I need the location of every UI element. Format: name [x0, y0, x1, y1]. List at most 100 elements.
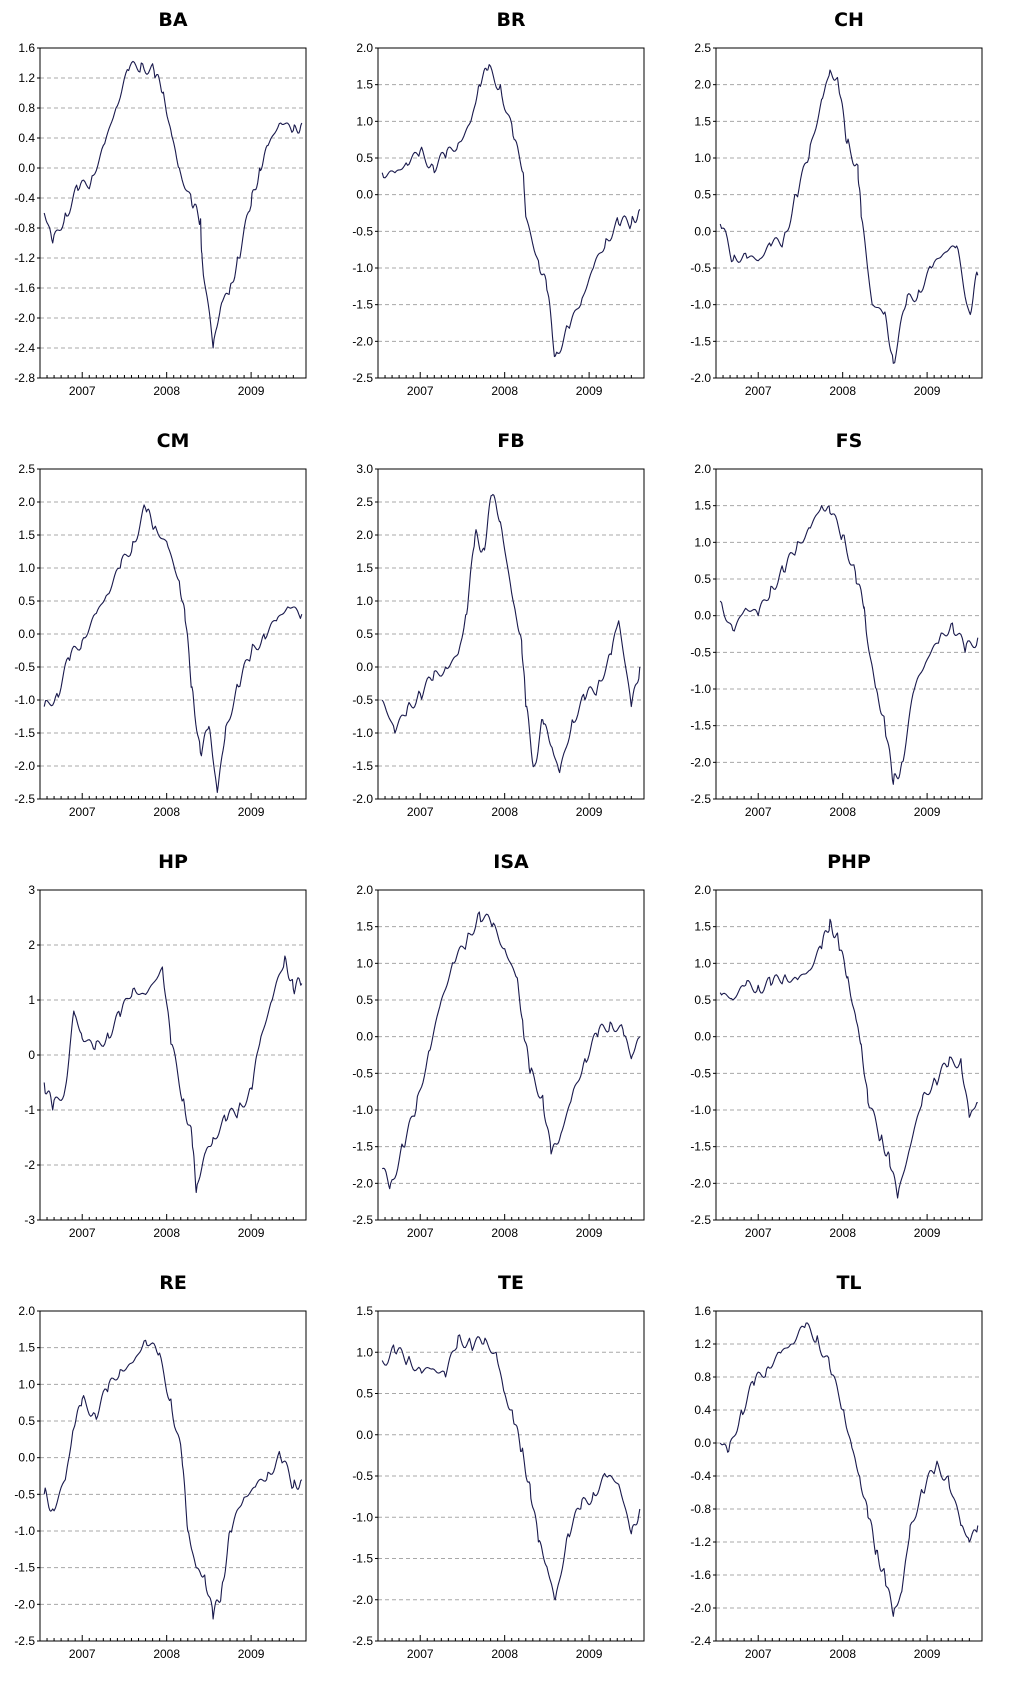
y-tick-label: -2.0 [352, 1593, 373, 1607]
chart-svg: RE -2.5 -2.0 -1.5 -1.0 -0.5 0.0 0.5 1.0 1.5 2.0 200… [14, 1272, 307, 1661]
y-tick-label: -2.4 [14, 341, 35, 355]
y-tick-label: 0.0 [18, 161, 35, 175]
y-tick-label: 1.5 [18, 1341, 35, 1355]
chart-title: FB [497, 430, 524, 452]
y-tick-label: 0.5 [356, 151, 373, 165]
x-tick-label: 2008 [153, 1647, 180, 1661]
chart-svg: CH -2.0 -1.5 -1.0 -0.5 0.0 0.5 1.0 1.5 2.0 2.5 2007… [690, 9, 983, 398]
y-tick-label: -0.5 [690, 261, 711, 275]
y-tick-label: 1.0 [694, 535, 711, 549]
x-tick-label: 2007 [407, 1647, 434, 1661]
chart-panel-php: PHP -2.5 -2.0 -1.5 -1.0 -0.5 0.0 0.5 1.0 1.5 2.0 20… [676, 842, 1014, 1263]
plot-frame [39, 468, 307, 800]
y-tick-label: -1.0 [352, 1510, 373, 1524]
x-tick-label: 2007 [69, 805, 96, 819]
y-tick-label: 1.0 [356, 114, 373, 128]
y-tick-label: 0.5 [356, 993, 373, 1007]
y-tick-label: 0.0 [356, 1030, 373, 1044]
y-tick-label: 1.0 [356, 956, 373, 970]
y-tick-label: 1.5 [18, 528, 35, 542]
y-tick-label: -1.2 [690, 1535, 711, 1549]
y-tick-label: -0.5 [352, 224, 373, 238]
y-tick-label: 1.5 [356, 78, 373, 92]
chart-svg: TE -2.5 -2.0 -1.5 -1.0 -0.5 0.0 0.5 1.0 1.5 2007 20… [352, 1272, 645, 1661]
series-line [43, 1339, 303, 1620]
y-tick-label: 0.5 [356, 627, 373, 641]
y-tick-label: 2 [28, 938, 35, 952]
chart-svg: BR -2.5 -2.0 -1.5 -1.0 -0.5 0.0 0.5 1.0 1.5 2.0 200… [352, 9, 645, 398]
y-tick-label: 3 [28, 883, 35, 897]
y-tick-label: -2.5 [14, 792, 35, 806]
chart-title: TE [498, 1272, 524, 1294]
y-tick-label: 2.5 [694, 41, 711, 55]
y-tick-label: 0.5 [694, 188, 711, 202]
y-tick-label: -0.5 [352, 1469, 373, 1483]
chart-svg: TL -2.4 -2.0 -1.6 -1.2 -0.8 -0.4 0.0 0.4 0.8 1.2 1.… [690, 1272, 983, 1661]
chart-title: RE [159, 1272, 187, 1294]
y-tick-label: 2.0 [356, 41, 373, 55]
y-tick-label: 2.5 [18, 462, 35, 476]
y-tick-label: 0.0 [694, 1436, 711, 1450]
y-tick-label: -1 [24, 1103, 35, 1117]
y-tick-label: 2.0 [356, 883, 373, 897]
x-tick-label: 2007 [69, 384, 96, 398]
x-tick-label: 2008 [491, 384, 518, 398]
chart-panel-re: RE -2.5 -2.0 -1.5 -1.0 -0.5 0.0 0.5 1.0 1.5 2.0 200… [0, 1263, 338, 1684]
y-tick-label: 1.2 [18, 71, 35, 85]
y-tick-label: -2 [24, 1158, 35, 1172]
y-tick-label: 1.0 [356, 1345, 373, 1359]
y-tick-label: -1.5 [14, 1561, 35, 1575]
y-tick-label: 1.0 [18, 561, 35, 575]
x-tick-label: 2009 [576, 384, 603, 398]
y-tick-label: 1.6 [694, 1304, 711, 1318]
y-tick-label: -2.5 [14, 1634, 35, 1648]
chart-panel-fb: FB -2.0 -1.5 -1.0 -0.5 0.0 0.5 1.0 1.5 2.0 2.5 3.0 2… [338, 421, 676, 842]
y-tick-label: -0.5 [690, 645, 711, 659]
y-tick-label: 1.5 [694, 920, 711, 934]
y-tick-label: -2.5 [690, 792, 711, 806]
x-tick-label: 2007 [745, 1226, 772, 1240]
y-tick-label: 1.5 [356, 561, 373, 575]
y-tick-label: 2.0 [694, 462, 711, 476]
y-tick-label: -1.0 [352, 726, 373, 740]
x-tick-label: 2007 [69, 1226, 96, 1240]
series-line [381, 1334, 641, 1601]
y-tick-label: 2.0 [694, 78, 711, 92]
x-tick-label: 2008 [491, 805, 518, 819]
chart-title: TL [836, 1272, 861, 1294]
chart-title: FS [836, 430, 863, 452]
y-tick-label: -0.5 [690, 1066, 711, 1080]
y-tick-label: -2.5 [352, 371, 373, 385]
y-tick-label: -2.5 [352, 1213, 373, 1227]
y-tick-label: 0.5 [694, 572, 711, 586]
chart-title: BR [496, 9, 525, 31]
series-line [719, 918, 978, 1199]
y-tick-label: -0.4 [14, 191, 35, 205]
y-tick-label: 1.5 [694, 114, 711, 128]
plot-frame [377, 468, 645, 800]
chart-panel-tl: TL -2.4 -2.0 -1.6 -1.2 -0.8 -0.4 0.0 0.4 0.8 1.2 1.… [676, 1263, 1014, 1684]
y-tick-label: -2.0 [690, 755, 711, 769]
chart-title: HP [158, 851, 188, 873]
y-tick-label: -2.0 [14, 311, 35, 325]
chart-panel-cm: CM -2.5 -2.0 -1.5 -1.0 -0.5 0.0 0.5 1.0 1.5 2.0 2.5… [0, 421, 338, 842]
plot-frame [39, 47, 307, 379]
x-tick-label: 2007 [745, 384, 772, 398]
y-tick-label: 0.0 [694, 609, 711, 623]
series-line [719, 69, 979, 364]
x-tick-label: 2008 [829, 805, 856, 819]
x-tick-label: 2009 [914, 805, 941, 819]
y-tick-label: 0.5 [356, 1387, 373, 1401]
x-tick-label: 2008 [491, 1226, 518, 1240]
x-tick-label: 2007 [407, 1226, 434, 1240]
x-tick-label: 2009 [238, 805, 265, 819]
x-tick-label: 2009 [238, 1647, 265, 1661]
chart-svg: BA -2.8 -2.4 -2.0 -1.6 -1.2 -0.8 -0.4 0.0 0.4 0.8 1… [14, 9, 307, 398]
y-tick-label: -1.0 [690, 682, 711, 696]
y-tick-label: -0.8 [14, 221, 35, 235]
y-tick-label: 3.0 [356, 462, 373, 476]
chart-panel-br: BR -2.5 -2.0 -1.5 -1.0 -0.5 0.0 0.5 1.0 1.5 2.0 200… [338, 0, 676, 421]
series-line [381, 493, 641, 774]
y-tick-label: -1.5 [690, 1140, 711, 1154]
plot-frame [715, 889, 983, 1221]
